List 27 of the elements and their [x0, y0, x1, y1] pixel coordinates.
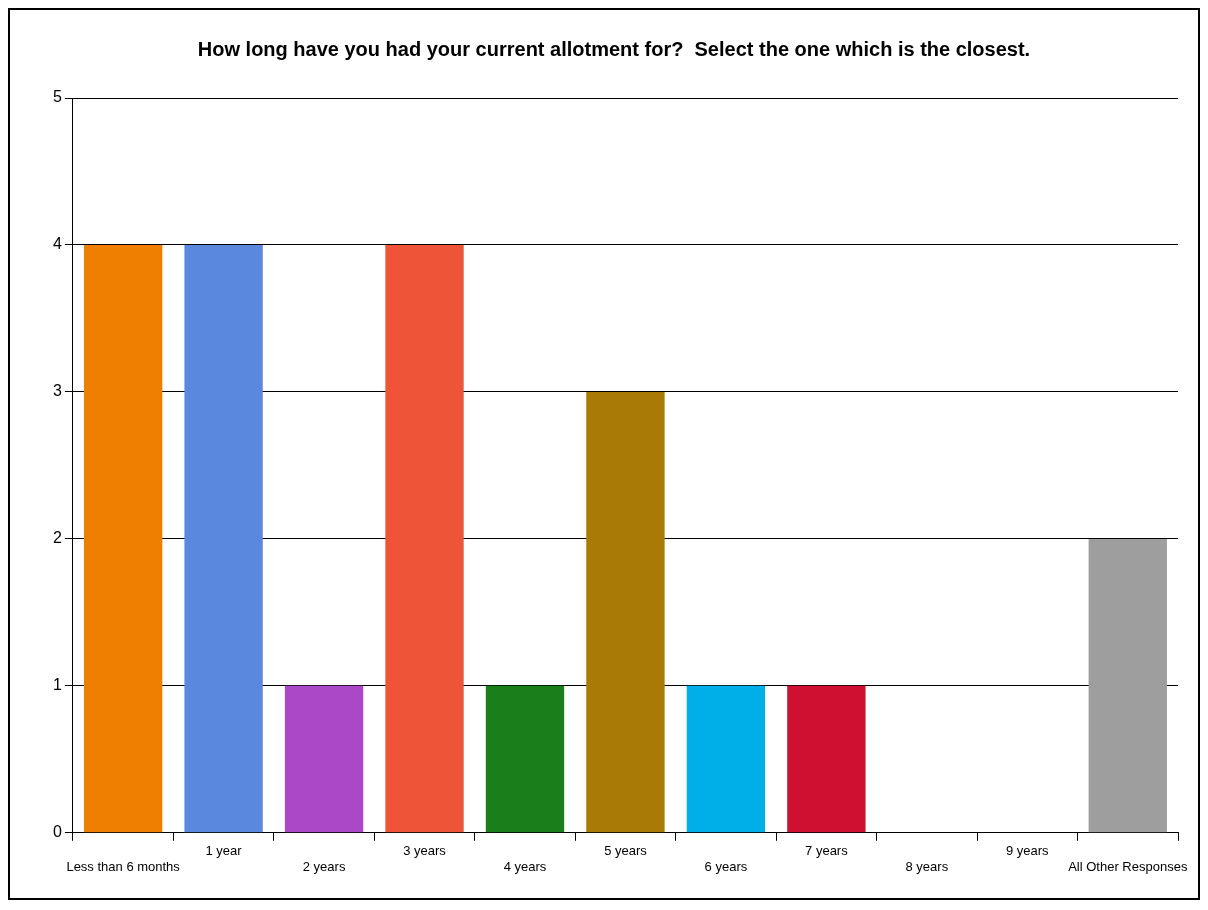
bar	[586, 391, 665, 833]
x-tick-label: 7 years	[805, 843, 849, 859]
y-tick-label: 1	[52, 676, 62, 694]
x-tick-label: 2 years	[302, 858, 346, 874]
x-tick-label: All Other Responses	[1068, 858, 1188, 874]
x-tick-label: 5 years	[604, 843, 648, 859]
x-tick-label: 1 year	[205, 843, 243, 859]
bar	[485, 685, 565, 833]
bar	[284, 685, 364, 833]
bar	[83, 244, 163, 833]
bar	[385, 244, 464, 833]
y-tick-label: 3	[52, 382, 62, 400]
x-tick-label: Less than 6 months	[66, 858, 181, 874]
bar	[787, 685, 866, 833]
y-tick-label: 4	[52, 235, 62, 253]
y-tick-label: 2	[52, 529, 62, 547]
bar	[686, 685, 766, 833]
x-tick-label: 3 years	[403, 843, 447, 859]
bar	[1088, 538, 1167, 833]
y-tick-label: 5	[52, 88, 62, 106]
x-tick-label: 8 years	[905, 858, 949, 874]
bar	[184, 244, 263, 833]
x-tick-label: 4 years	[503, 858, 547, 874]
y-tick-label: 0	[52, 823, 62, 841]
chart-title: How long have you had your current allotment for? Select the one which is the closest.	[197, 37, 1031, 60]
x-tick-label: 6 years	[704, 858, 748, 874]
x-tick-label: 9 years	[1005, 843, 1050, 859]
